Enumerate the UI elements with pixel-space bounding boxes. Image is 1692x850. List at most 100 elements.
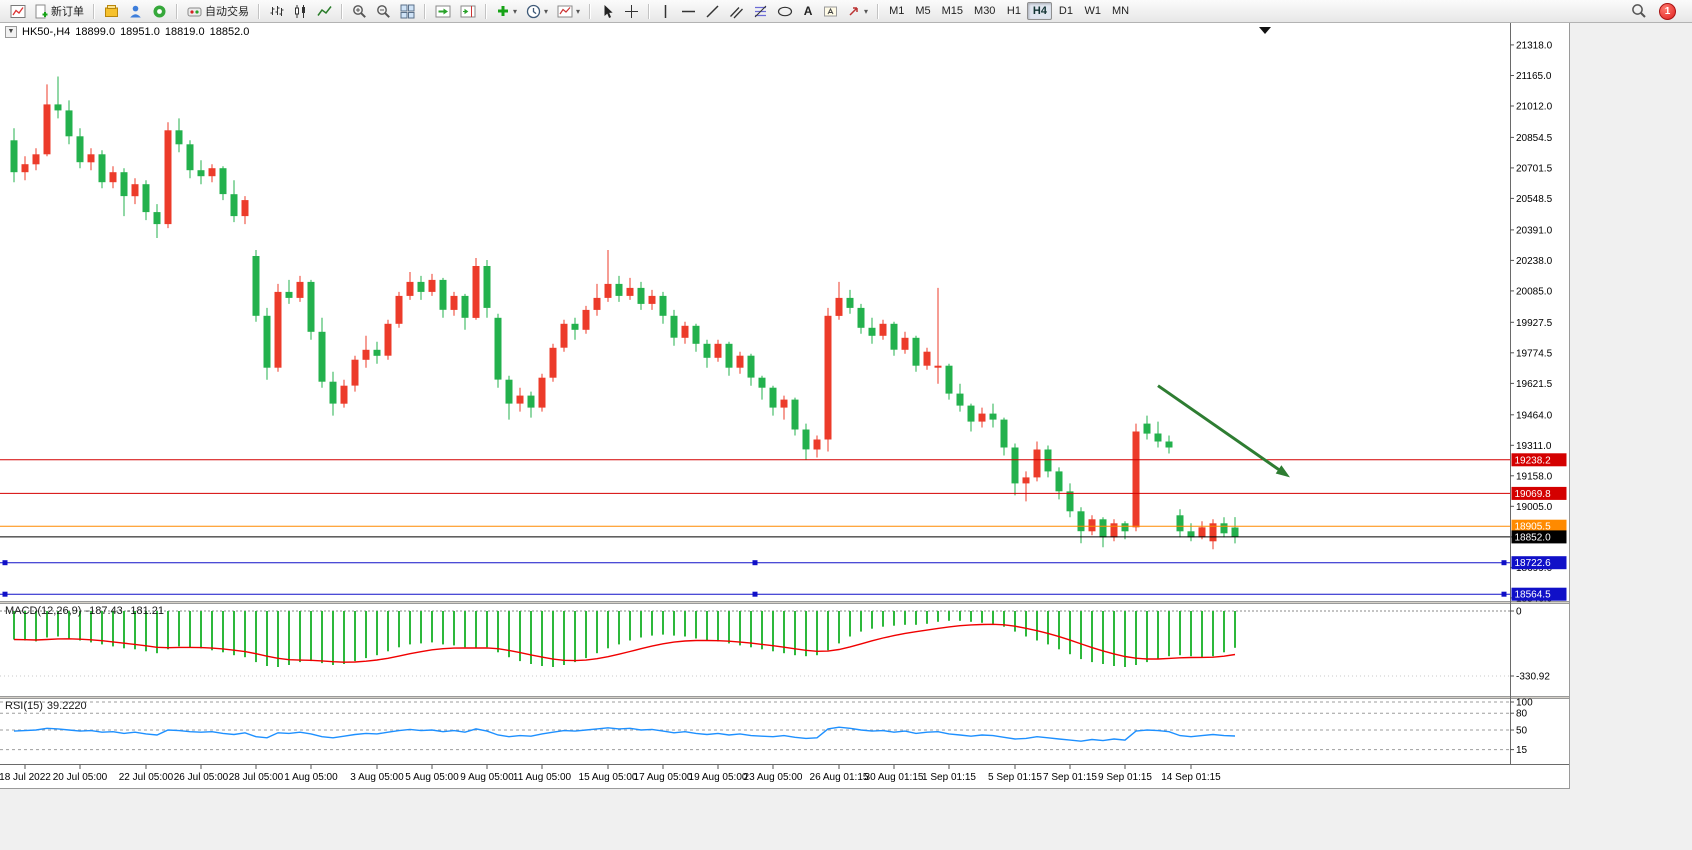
timeframe-button-H4[interactable]: H4 bbox=[1027, 2, 1053, 20]
svg-text:11 Aug 05:00: 11 Aug 05:00 bbox=[513, 772, 572, 783]
templates-button[interactable]: ▾ bbox=[553, 2, 584, 21]
timeframe-button-M1[interactable]: M1 bbox=[884, 2, 909, 20]
terminal-icon bbox=[153, 5, 166, 17]
svg-text:-330.92: -330.92 bbox=[1516, 672, 1550, 683]
svg-text:19005.0: 19005.0 bbox=[1516, 502, 1553, 513]
svg-text:17 Aug 05:00: 17 Aug 05:00 bbox=[634, 772, 693, 783]
crosshair-button[interactable] bbox=[620, 2, 643, 21]
vertical-line-button[interactable] bbox=[655, 2, 676, 21]
svg-text:1 Sep 01:15: 1 Sep 01:15 bbox=[922, 772, 976, 783]
line-chart-button[interactable] bbox=[313, 2, 336, 21]
auto-trading-button[interactable]: 自动交易 bbox=[183, 2, 253, 21]
indicators-button[interactable]: ▾ bbox=[492, 2, 521, 21]
toolbar-right-group: 1 bbox=[1627, 2, 1686, 21]
rsi-value: 39.2220 bbox=[46, 700, 87, 712]
macd-signal-value: -181.21 bbox=[126, 605, 165, 617]
svg-text:19069.8: 19069.8 bbox=[1515, 489, 1552, 500]
timeframe-button-M15[interactable]: M15 bbox=[937, 2, 968, 20]
candlestick-chart-button[interactable] bbox=[289, 2, 312, 21]
chart-window-icon bbox=[10, 4, 26, 18]
svg-text:0: 0 bbox=[1516, 607, 1522, 618]
svg-text:21165.0: 21165.0 bbox=[1516, 71, 1552, 82]
svg-text:20854.5: 20854.5 bbox=[1516, 133, 1553, 144]
timeframe-button-M30[interactable]: M30 bbox=[969, 2, 1000, 20]
toolbar-separator bbox=[341, 3, 343, 19]
dropdown-caret-icon: ▾ bbox=[513, 6, 518, 16]
svg-text:26 Aug 01:15: 26 Aug 01:15 bbox=[810, 772, 869, 783]
chart-canvas[interactable]: 21318.0 21165.0 21012.0 20854.5 20701.5 20548… bbox=[0, 23, 1569, 788]
cursor-icon bbox=[604, 4, 613, 18]
crosshair-icon bbox=[625, 4, 639, 18]
svg-text:28 Jul 05:00: 28 Jul 05:00 bbox=[229, 772, 284, 783]
navigator-button[interactable] bbox=[124, 2, 147, 21]
svg-text:20701.5: 20701.5 bbox=[1516, 163, 1553, 174]
macd-value: -187.43 bbox=[85, 605, 123, 617]
auto-scroll-button[interactable] bbox=[431, 2, 455, 21]
toolbar-separator bbox=[424, 3, 426, 19]
arrows-tool-button[interactable]: ▾ bbox=[843, 2, 872, 21]
chart-title: ▼ HK50-,H4 18899.0 18951.0 18819.0 18852… bbox=[5, 26, 249, 38]
cursor-button[interactable] bbox=[596, 2, 619, 21]
notification-badge[interactable]: 1 bbox=[1659, 2, 1676, 20]
svg-text:20085.0: 20085.0 bbox=[1516, 286, 1553, 297]
timeframe-button-MN[interactable]: MN bbox=[1107, 2, 1134, 20]
zoom-in-icon bbox=[353, 4, 366, 18]
search-button[interactable] bbox=[1627, 2, 1651, 21]
auto-scroll-icon bbox=[435, 5, 451, 17]
auto-trading-icon bbox=[187, 7, 202, 16]
channel-button[interactable] bbox=[725, 2, 748, 21]
timeframe-button-W1[interactable]: W1 bbox=[1079, 2, 1106, 20]
svg-text:19927.5: 19927.5 bbox=[1516, 318, 1553, 329]
shapes-button[interactable] bbox=[773, 2, 797, 21]
timeframe-button-H1[interactable]: H1 bbox=[1001, 2, 1026, 20]
chart-symbol-period: HK50-,H4 bbox=[22, 26, 71, 38]
toolbar-separator bbox=[485, 3, 487, 19]
tile-windows-icon bbox=[400, 4, 415, 18]
svg-text:9 Sep 01:15: 9 Sep 01:15 bbox=[1098, 772, 1152, 783]
new-order-button[interactable]: 新订单 bbox=[31, 2, 88, 21]
channel-icon bbox=[730, 6, 744, 18]
periods-button[interactable]: ▾ bbox=[522, 2, 552, 21]
macd-name: MACD(12,26,9) bbox=[5, 605, 82, 617]
svg-text:19774.5: 19774.5 bbox=[1516, 348, 1553, 359]
horizontal-line-button[interactable] bbox=[677, 2, 700, 21]
zoom-in-button[interactable] bbox=[348, 2, 371, 21]
auto-trading-label: 自动交易 bbox=[205, 6, 249, 18]
timeframe-button-M5[interactable]: M5 bbox=[910, 2, 935, 20]
svg-text:18852.0: 18852.0 bbox=[1515, 532, 1552, 543]
terminal-button[interactable] bbox=[148, 2, 171, 21]
svg-text:18905.5: 18905.5 bbox=[1515, 522, 1552, 533]
fibonacci-button[interactable] bbox=[749, 2, 772, 21]
chart-window-button[interactable] bbox=[6, 2, 30, 21]
chart-close-value: 18852.0 bbox=[209, 26, 250, 38]
tile-windows-button[interactable] bbox=[396, 2, 419, 21]
bar-chart-button[interactable] bbox=[265, 2, 288, 21]
toolbar-separator bbox=[877, 3, 880, 19]
fibonacci-icon bbox=[754, 5, 767, 17]
zoom-out-button[interactable] bbox=[372, 2, 395, 21]
trendline-button[interactable] bbox=[701, 2, 724, 21]
svg-text:7 Sep 01:15: 7 Sep 01:15 bbox=[1043, 772, 1097, 783]
svg-text:20 Jul 05:00: 20 Jul 05:00 bbox=[53, 772, 108, 783]
bar-chart-icon bbox=[270, 5, 284, 16]
arrow-tool-icon bbox=[849, 7, 858, 16]
text-label-button[interactable] bbox=[819, 2, 842, 21]
chart-shift-button[interactable] bbox=[456, 2, 480, 21]
add-indicator-icon bbox=[498, 6, 508, 16]
timeframe-button-D1[interactable]: D1 bbox=[1053, 2, 1078, 20]
toolbar-separator bbox=[176, 3, 178, 19]
text-button[interactable]: A bbox=[798, 2, 818, 21]
svg-text:80: 80 bbox=[1516, 709, 1528, 720]
chart-collapse-icon[interactable]: ▼ bbox=[5, 26, 17, 38]
market-watch-button[interactable] bbox=[100, 2, 123, 21]
svg-text:19 Aug 05:00: 19 Aug 05:00 bbox=[689, 772, 748, 783]
macd-indicator-label: MACD(12,26,9) -187.43 -181.21 bbox=[5, 605, 168, 617]
clock-icon bbox=[526, 4, 541, 18]
chart-window: 21318.0 21165.0 21012.0 20854.5 20701.5 20548… bbox=[0, 23, 1570, 789]
market-watch-icon bbox=[105, 4, 118, 17]
candlestick-chart-icon bbox=[295, 4, 305, 18]
svg-text:19464.0: 19464.0 bbox=[1516, 410, 1553, 421]
svg-text:9 Aug 05:00: 9 Aug 05:00 bbox=[460, 772, 514, 783]
svg-text:15 Aug 05:00: 15 Aug 05:00 bbox=[579, 772, 638, 783]
